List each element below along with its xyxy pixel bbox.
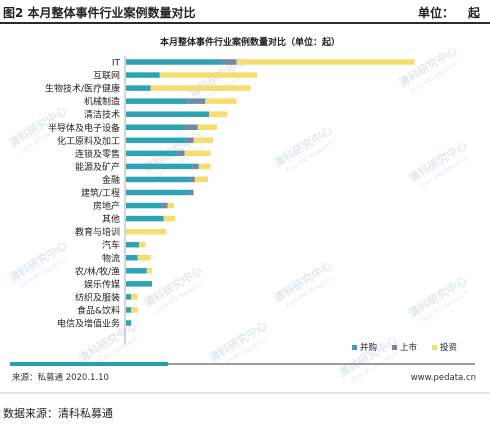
category-label: 纺织及服装 [75, 291, 120, 303]
chart-title: 本月整体事件行业案例数量对比（单位：起） [160, 36, 340, 48]
bar-0-7 [126, 150, 177, 157]
bar-0-17 [126, 281, 152, 287]
plot-area: IT 互联网生物技术/医疗健康机械制造清洁技术半导体及电子设备化工原料及加工连锁及… [45, 59, 415, 330]
source-note: 来源：私募通 2020.1.10 [12, 372, 109, 383]
accent-bar [10, 362, 168, 366]
bar-0-12 [126, 215, 164, 222]
unit-label: 单位： 起 [418, 4, 480, 21]
bar-2-5 [197, 124, 217, 130]
category-label: 娱乐传媒 [84, 278, 120, 290]
bar-1-0 [220, 59, 237, 65]
legend-label: 投资 [440, 342, 458, 353]
bar-2-16 [146, 268, 152, 274]
bar-0-11 [126, 202, 162, 209]
bar-2-4 [209, 111, 228, 117]
bar-1-9 [189, 176, 195, 183]
bar-0-2 [126, 85, 151, 91]
category-label: 互联网 [93, 71, 120, 82]
category-label: 房地产 [93, 200, 120, 212]
bar-2-1 [159, 72, 258, 78]
unit-value: 起 [467, 6, 480, 20]
category-label: 电信及增值业务 [57, 318, 120, 330]
legend-swatch [392, 345, 397, 350]
category-label: 教育与培训 [75, 226, 120, 238]
category-label: 生物技术/医疗健康 [45, 83, 120, 95]
bar-1-11 [161, 202, 168, 209]
legend-label: 上市 [400, 342, 418, 353]
category-label: 能源及矿产 [75, 161, 120, 173]
bar-0-9 [126, 176, 190, 183]
legend-swatch [352, 345, 357, 350]
bar-2-7 [184, 150, 211, 157]
bar-0-1 [126, 72, 160, 78]
bar-2-2 [150, 85, 251, 91]
bar-2-19 [131, 307, 138, 313]
category-label: 农/林/牧/渔 [75, 265, 120, 277]
bar-0-18 [126, 294, 132, 300]
category-label: 其他 [102, 213, 120, 225]
bar-0-0 [126, 59, 221, 65]
bar-2-3 [205, 98, 237, 104]
bar-0-19 [126, 307, 132, 313]
bar-0-6 [126, 137, 186, 144]
bar-1-10 [189, 189, 194, 196]
bar-2-11 [167, 202, 175, 209]
category-label: IT [112, 59, 121, 69]
bar-0-20 [126, 320, 132, 326]
bar-2-14 [139, 241, 146, 248]
bar-0-14 [126, 241, 139, 248]
legend: 并购 上市 投资 [352, 342, 458, 353]
bar-2-18 [131, 294, 138, 300]
bar-0-4 [126, 111, 210, 117]
bar-1-5 [184, 124, 198, 130]
bar-2-9 [194, 176, 208, 183]
site-url: www.pedata.cn [411, 373, 476, 383]
bar-2-15 [137, 255, 151, 261]
legend-label: 并购 [360, 342, 377, 353]
category-label: 汽车 [102, 239, 120, 251]
bar-0-10 [126, 189, 190, 196]
category-label: 食品&饮料 [77, 304, 120, 316]
bar-0-5 [126, 124, 185, 130]
legend-swatch [432, 345, 437, 350]
category-label: 机械制造 [84, 96, 120, 108]
bar-0-16 [126, 268, 147, 274]
bar-1-7 [176, 150, 185, 157]
category-label: 清洁技术 [84, 109, 120, 121]
bar-1-3 [187, 98, 206, 104]
bar-0-15 [126, 255, 138, 261]
header: 图2 本月整体事件行业案例数量对比 单位： 起 [0, 0, 490, 24]
category-label: 连锁及零售 [75, 148, 120, 160]
bar-0-8 [126, 163, 193, 170]
category-label: 建筑/工程 [81, 187, 120, 199]
bar-1-6 [185, 137, 194, 144]
header-divider [0, 22, 490, 24]
figure-title: 图2 本月整体事件行业案例数量对比 [3, 6, 196, 20]
bar-2-12 [163, 215, 176, 222]
bar-1-8 [192, 163, 199, 170]
bar-2-8 [198, 163, 211, 170]
category-label: 金融 [102, 174, 120, 186]
footer-divider [168, 363, 475, 365]
bar-2-0 [236, 59, 415, 65]
data-source: 数据来源：清科私募通 [3, 407, 113, 420]
bar-0-3 [126, 98, 188, 104]
bar-2-6 [193, 137, 214, 144]
category-label: 物流 [102, 252, 120, 264]
category-label: 半导体及电子设备 [48, 122, 120, 134]
bar-2-13 [126, 228, 167, 235]
unit-label-text: 单位： [417, 6, 454, 20]
category-label: 化工原料及加工 [57, 135, 120, 147]
